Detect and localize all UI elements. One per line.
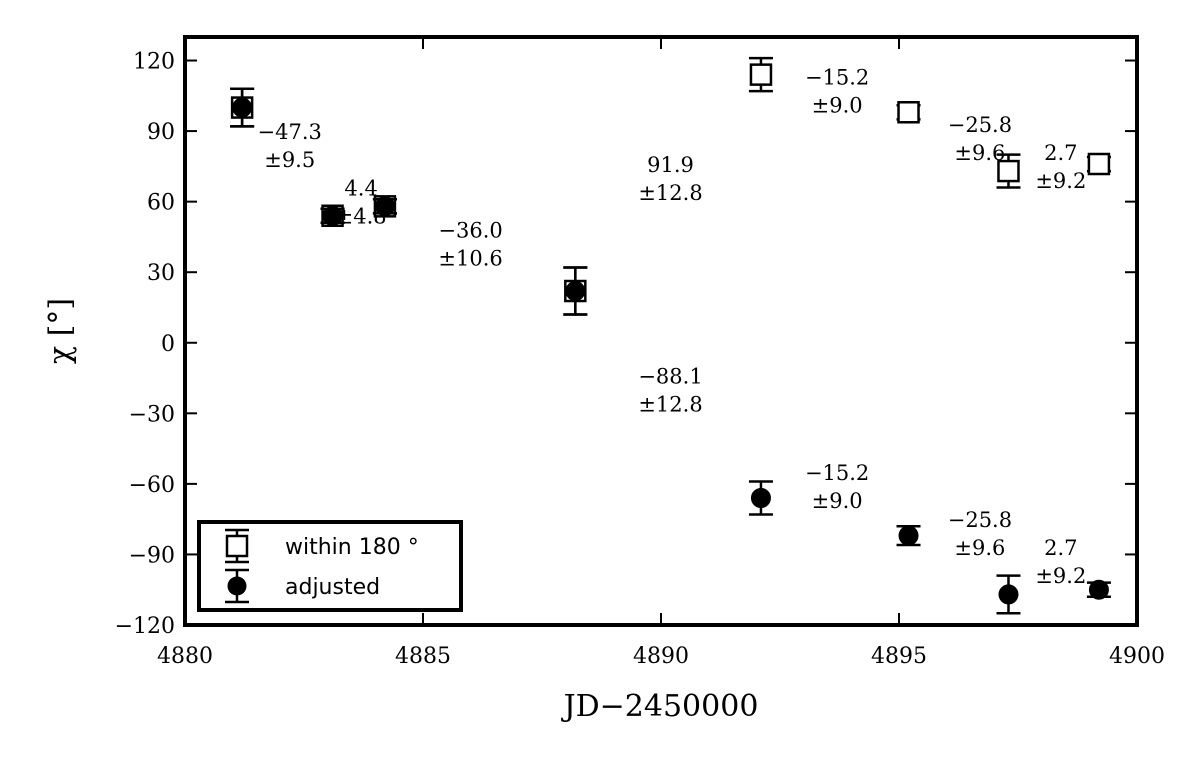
legend-marker-circle bbox=[227, 576, 247, 596]
annotation-error: ±9.2 bbox=[1035, 564, 1086, 588]
legend-label-within: within 180 ° bbox=[285, 535, 419, 560]
circle-point bbox=[565, 281, 586, 302]
circle-point bbox=[998, 584, 1019, 605]
annotation-error: ±12.8 bbox=[638, 181, 702, 205]
y-tick-label: −120 bbox=[115, 614, 175, 639]
x-axis-label: JD−2450000 bbox=[561, 689, 759, 724]
ticks-layer: 4880 4885 4890 4895 4900 120 90 60 30 0 −30 −60 −90 −… bbox=[115, 37, 1165, 669]
y-tick-label: −30 bbox=[129, 402, 175, 427]
annotation-error: ±12.8 bbox=[638, 392, 702, 416]
annotation-error: ±10.6 bbox=[438, 247, 502, 271]
circle-point bbox=[1088, 579, 1109, 600]
y-tick-label: 0 bbox=[161, 332, 175, 357]
square-point bbox=[997, 159, 1020, 183]
annotation-value: 91.9 bbox=[647, 153, 694, 177]
annotation-value: −36.0 bbox=[438, 219, 502, 243]
annotation-error: ±9.6 bbox=[954, 536, 1005, 560]
x-tick-label: 4890 bbox=[633, 644, 689, 669]
annotation-error: ±9.0 bbox=[812, 489, 863, 513]
square-point bbox=[897, 101, 920, 124]
y-tick-label: −90 bbox=[129, 543, 175, 568]
annotation-value: −25.8 bbox=[948, 508, 1012, 532]
legend-entries bbox=[225, 528, 249, 604]
annotation-error: ±9.5 bbox=[264, 148, 315, 172]
circle-point bbox=[322, 205, 343, 226]
legend-label-adjusted: adjusted bbox=[285, 575, 380, 600]
annotations-layer: −47.3±9.54.4±4.8−36.0±10.691.9±12.8−88.1… bbox=[258, 66, 1087, 588]
plot-frame bbox=[183, 35, 1139, 627]
legend-marker-square bbox=[225, 534, 249, 558]
annotation-value: −15.2 bbox=[805, 66, 869, 90]
annotation-value: −15.2 bbox=[805, 461, 869, 485]
series-layer bbox=[230, 56, 1111, 615]
x-tick-label: 4900 bbox=[1109, 644, 1165, 669]
annotation-value: −88.1 bbox=[638, 364, 702, 388]
y-tick-label: 90 bbox=[147, 120, 175, 145]
y-tick-label: −60 bbox=[129, 473, 175, 498]
square-point bbox=[749, 63, 773, 86]
circle-point bbox=[232, 97, 253, 118]
annotation-value: −47.3 bbox=[258, 120, 322, 144]
y-axis-label: χ [°] bbox=[43, 298, 78, 364]
annotation-error: ±9.2 bbox=[1035, 169, 1086, 193]
annotation-value: 4.4 bbox=[344, 176, 377, 200]
x-tick-label: 4885 bbox=[395, 644, 451, 669]
circle-point bbox=[750, 487, 771, 508]
y-tick-label: 60 bbox=[147, 191, 175, 216]
x-tick-label: 4880 bbox=[157, 644, 213, 669]
x-tick-label: 4895 bbox=[871, 644, 927, 669]
legend: within 180 ° adjusted bbox=[197, 520, 463, 612]
annotation-value: −25.8 bbox=[948, 113, 1012, 137]
annotation-error: ±9.0 bbox=[812, 94, 863, 118]
circle-point bbox=[374, 196, 395, 217]
annotation-value: 2.7 bbox=[1044, 141, 1077, 165]
y-tick-label: 120 bbox=[133, 50, 175, 75]
annotation-value: 2.7 bbox=[1044, 536, 1077, 560]
y-tick-label: 30 bbox=[147, 261, 175, 286]
circle-point bbox=[898, 525, 919, 546]
annotation-error: ±9.6 bbox=[954, 141, 1005, 165]
square-point bbox=[1087, 152, 1111, 176]
